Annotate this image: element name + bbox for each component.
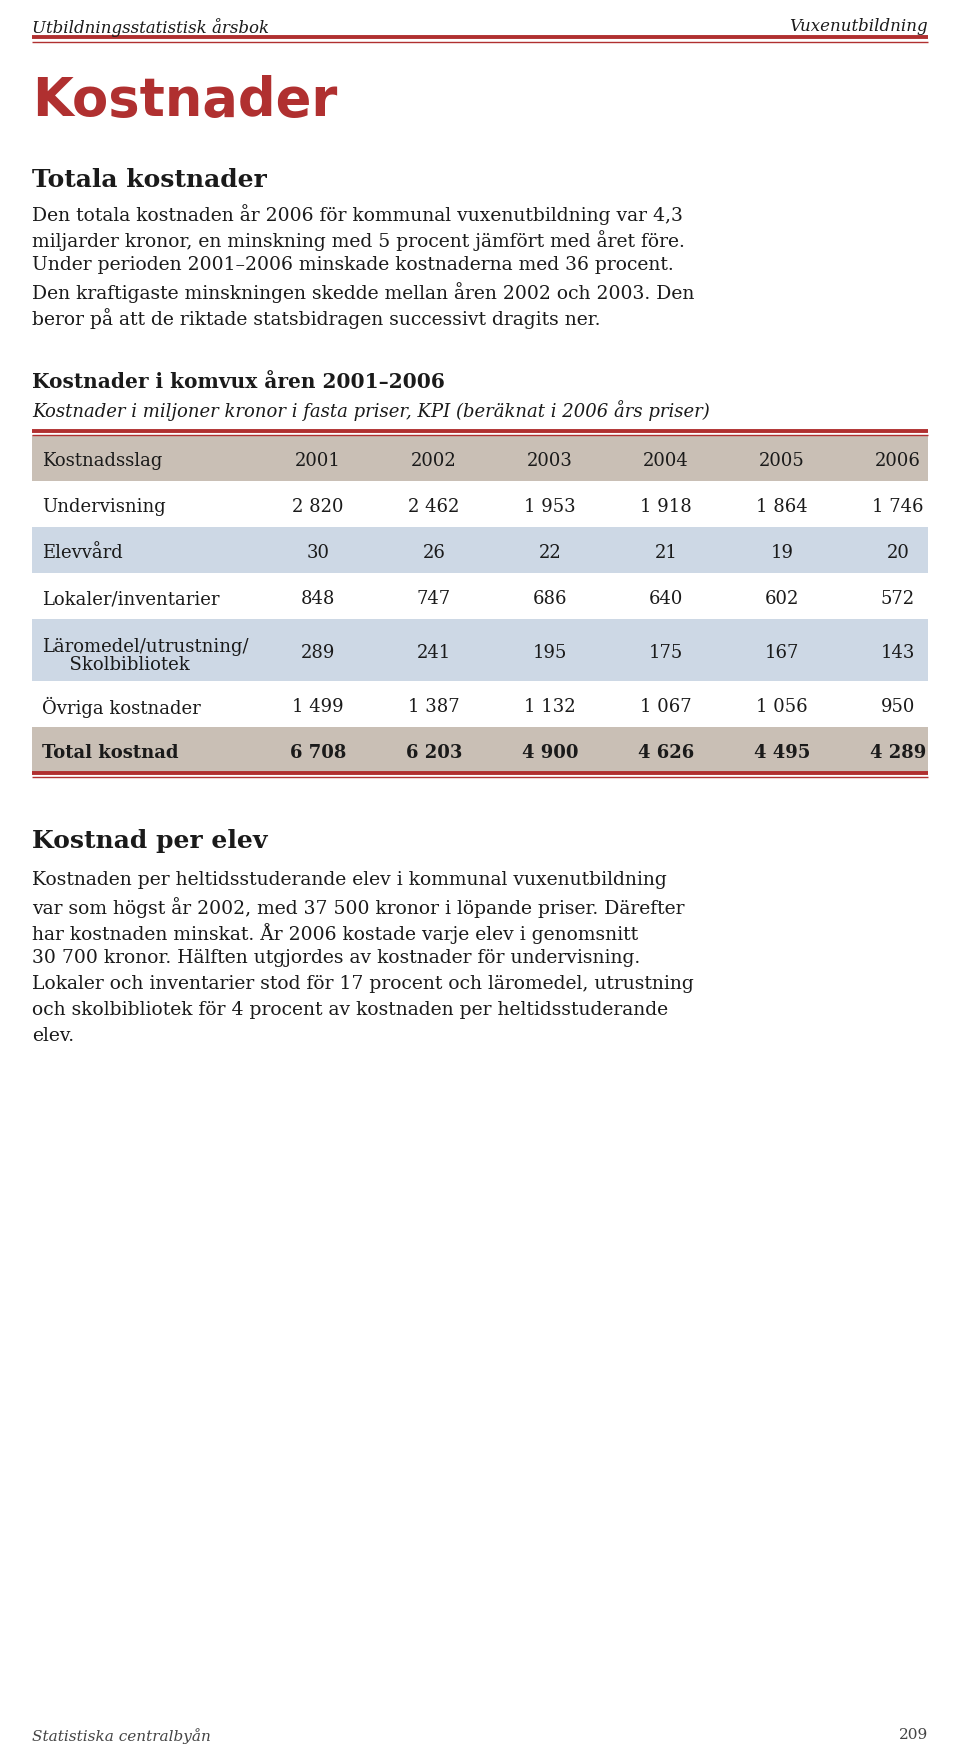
Text: 1 953: 1 953 (524, 498, 576, 516)
Text: 143: 143 (881, 644, 915, 662)
Text: 1 499: 1 499 (292, 697, 344, 716)
Text: 195: 195 (533, 644, 567, 662)
Text: 2 462: 2 462 (408, 498, 460, 516)
Text: 175: 175 (649, 644, 684, 662)
Text: 2 820: 2 820 (292, 498, 344, 516)
Text: Statistiska centralbyån: Statistiska centralbyån (32, 1727, 211, 1743)
Text: 167: 167 (765, 644, 799, 662)
Text: 6 708: 6 708 (290, 744, 347, 762)
Text: 4 626: 4 626 (637, 744, 694, 762)
Text: 209: 209 (899, 1727, 928, 1741)
Text: var som högst år 2002, med 37 500 kronor i löpande priser. Därefter: var som högst år 2002, med 37 500 kronor… (32, 897, 684, 918)
Text: 686: 686 (533, 590, 567, 607)
Text: Vuxenutbildning: Vuxenutbildning (789, 18, 928, 35)
Text: 26: 26 (422, 544, 445, 562)
Text: Kostnadsslag: Kostnadsslag (42, 451, 162, 470)
Text: 1 387: 1 387 (408, 697, 460, 716)
Text: Lokaler/inventarier: Lokaler/inventarier (42, 590, 220, 607)
Text: Total kostnad: Total kostnad (42, 744, 179, 762)
Text: Kostnader i komvux åren 2001–2006: Kostnader i komvux åren 2001–2006 (32, 372, 444, 391)
Bar (32, 574, 928, 620)
Bar (32, 620, 928, 681)
Text: beror på att de riktade statsbidragen successivt dragits ner.: beror på att de riktade statsbidragen su… (32, 307, 601, 328)
Text: 4 900: 4 900 (521, 744, 578, 762)
Text: Övriga kostnader: Övriga kostnader (42, 697, 201, 718)
Text: 20: 20 (887, 544, 909, 562)
Text: Undervisning: Undervisning (42, 498, 166, 516)
Text: 1 864: 1 864 (756, 498, 807, 516)
Text: 950: 950 (881, 697, 915, 716)
Text: Kostnaden per heltidsstuderande elev i kommunal vuxenutbildning: Kostnaden per heltidsstuderande elev i k… (32, 870, 667, 888)
Text: 22: 22 (539, 544, 562, 562)
Text: Elevvård: Elevvård (42, 544, 123, 562)
Text: 241: 241 (417, 644, 451, 662)
Text: Läromedel/utrustning/: Läromedel/utrustning/ (42, 637, 249, 656)
Text: 19: 19 (771, 544, 794, 562)
Text: 1 056: 1 056 (756, 697, 807, 716)
Text: 2005: 2005 (759, 451, 804, 470)
Text: elev.: elev. (32, 1027, 74, 1044)
Bar (32, 481, 928, 528)
Text: Kostnad per elev: Kostnad per elev (32, 828, 268, 853)
Text: 1 132: 1 132 (524, 697, 576, 716)
Bar (32, 528, 928, 574)
Text: 21: 21 (655, 544, 678, 562)
Text: 2006: 2006 (876, 451, 921, 470)
Text: Kostnader i miljoner kronor i fasta priser, KPI (beräknat i 2006 års priser): Kostnader i miljoner kronor i fasta pris… (32, 400, 709, 421)
Bar (32, 435, 928, 481)
Text: Under perioden 2001–2006 minskade kostnaderna med 36 procent.: Under perioden 2001–2006 minskade kostna… (32, 256, 674, 274)
Text: 848: 848 (300, 590, 335, 607)
Text: 2001: 2001 (295, 451, 341, 470)
Text: Lokaler och inventarier stod för 17 procent och läromedel, utrustning: Lokaler och inventarier stod för 17 proc… (32, 974, 694, 992)
Text: 30 700 kronor. Hälften utgjordes av kostnader för undervisning.: 30 700 kronor. Hälften utgjordes av kost… (32, 948, 640, 967)
Text: 4 495: 4 495 (754, 744, 810, 762)
Text: 2004: 2004 (643, 451, 689, 470)
Text: 1 067: 1 067 (640, 697, 692, 716)
Text: har kostnaden minskat. År 2006 kostade varje elev i genomsnitt: har kostnaden minskat. År 2006 kostade v… (32, 923, 638, 944)
Text: Den kraftigaste minskningen skedde mellan åren 2002 och 2003. Den: Den kraftigaste minskningen skedde mella… (32, 283, 694, 304)
Text: 289: 289 (300, 644, 335, 662)
Text: 640: 640 (649, 590, 684, 607)
Text: 1 918: 1 918 (640, 498, 692, 516)
Bar (32, 681, 928, 728)
Text: 747: 747 (417, 590, 451, 607)
Text: Totala kostnader: Totala kostnader (32, 168, 267, 191)
Text: 572: 572 (881, 590, 915, 607)
Text: och skolbibliotek för 4 procent av kostnaden per heltidsstuderande: och skolbibliotek för 4 procent av kostn… (32, 1000, 668, 1018)
Text: 2003: 2003 (527, 451, 573, 470)
Text: Den totala kostnaden år 2006 för kommunal vuxenutbildning var 4,3: Den totala kostnaden år 2006 för kommuna… (32, 204, 683, 225)
Text: 6 203: 6 203 (406, 744, 462, 762)
Text: 1 746: 1 746 (873, 498, 924, 516)
Bar (32, 728, 928, 774)
Text: 602: 602 (765, 590, 799, 607)
Text: Skolbibliotek: Skolbibliotek (58, 656, 190, 674)
Text: 4 289: 4 289 (870, 744, 926, 762)
Text: 30: 30 (306, 544, 329, 562)
Text: 2002: 2002 (411, 451, 457, 470)
Text: miljarder kronor, en minskning med 5 procent jämfört med året före.: miljarder kronor, en minskning med 5 pro… (32, 230, 684, 251)
Text: Utbildningsstatistisk årsbok: Utbildningsstatistisk årsbok (32, 18, 269, 37)
Text: Kostnader: Kostnader (32, 75, 337, 126)
